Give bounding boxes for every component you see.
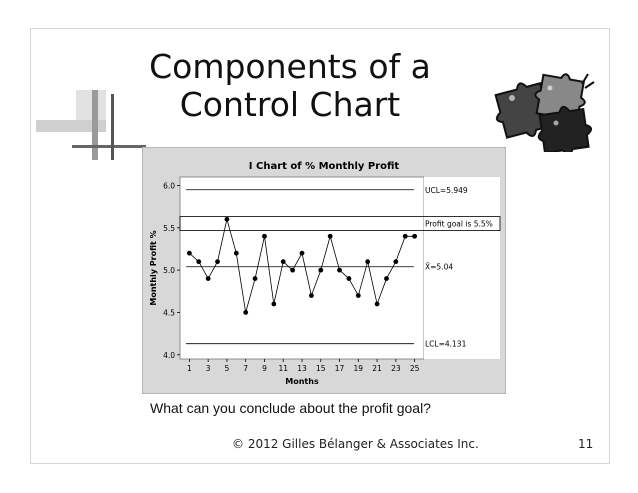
x-tick-label: 17 — [335, 364, 345, 373]
data-point — [365, 259, 371, 265]
x-tick-label: 13 — [297, 364, 307, 373]
reference-label-0: UCL=5.949 — [425, 186, 468, 195]
data-point — [243, 310, 249, 315]
x-tick-label: 21 — [372, 364, 382, 373]
control-chart-svg: I Chart of % Monthly Profit Months Monthly… — [141, 146, 507, 395]
data-point — [308, 293, 314, 298]
x-tick-label: 3 — [206, 364, 211, 373]
x-tick-label: 25 — [410, 364, 420, 373]
data-point — [318, 267, 324, 273]
reference-label-2: X̄=5.04 — [425, 262, 453, 271]
plot-area — [179, 176, 425, 360]
data-point — [186, 250, 192, 256]
data-point — [205, 276, 211, 281]
puzzle-pieces-icon — [494, 73, 595, 152]
x-tick-label: 9 — [262, 364, 267, 373]
data-point — [346, 276, 352, 281]
data-point — [196, 259, 202, 265]
x-tick-label: 1 — [187, 364, 192, 373]
data-point — [374, 301, 380, 307]
x-tick-label: 15 — [316, 364, 326, 373]
reference-label-3: LCL=4.131 — [425, 340, 467, 349]
x-axis-label: Months — [285, 377, 319, 386]
data-point — [402, 233, 408, 239]
data-point — [271, 301, 277, 307]
data-point — [412, 233, 418, 239]
reference-label-1: Profit goal is 5.5% — [425, 220, 493, 229]
x-tick-label: 11 — [278, 364, 288, 373]
data-point — [299, 250, 305, 256]
y-axis-label: Monthly Profit % — [149, 230, 158, 305]
title-line-2: Control Chart — [179, 85, 401, 124]
profit-goal-box — [179, 216, 501, 231]
corner-decoration — [36, 90, 146, 160]
title-line-1: Components of a — [149, 47, 431, 86]
x-tick-label: 23 — [391, 364, 401, 373]
y-tick-label: 5.5 — [163, 224, 175, 233]
x-tick-label: 5 — [225, 364, 230, 373]
y-tick-label: 5.0 — [163, 266, 175, 275]
slide-title: Components of a Control Chart — [100, 48, 480, 124]
data-point — [262, 233, 267, 239]
data-point — [327, 233, 333, 239]
data-point — [224, 216, 230, 222]
x-tick-label: 7 — [243, 364, 248, 373]
data-point — [233, 250, 239, 256]
chart-title: I Chart of % Monthly Profit — [249, 161, 400, 172]
data-point — [393, 259, 399, 265]
footer-copyright: © 2012 Gilles Bélanger & Associates Inc. — [232, 437, 479, 451]
question-text: What can you conclude about the profit g… — [150, 400, 431, 416]
data-point — [215, 259, 220, 265]
data-point — [337, 267, 342, 273]
control-chart: I Chart of % Monthly Profit Months Monthly… — [141, 146, 507, 395]
data-point — [252, 276, 258, 281]
data-point — [384, 276, 389, 281]
data-point — [355, 293, 361, 298]
page-number: 11 — [578, 437, 594, 451]
y-tick-label: 6.0 — [163, 181, 175, 190]
x-tick-label: 19 — [354, 364, 364, 373]
label-area — [424, 177, 500, 359]
y-tick-label: 4.5 — [163, 308, 175, 317]
data-point — [280, 259, 286, 265]
data-point — [290, 267, 296, 273]
y-tick-label: 4.0 — [163, 351, 175, 360]
